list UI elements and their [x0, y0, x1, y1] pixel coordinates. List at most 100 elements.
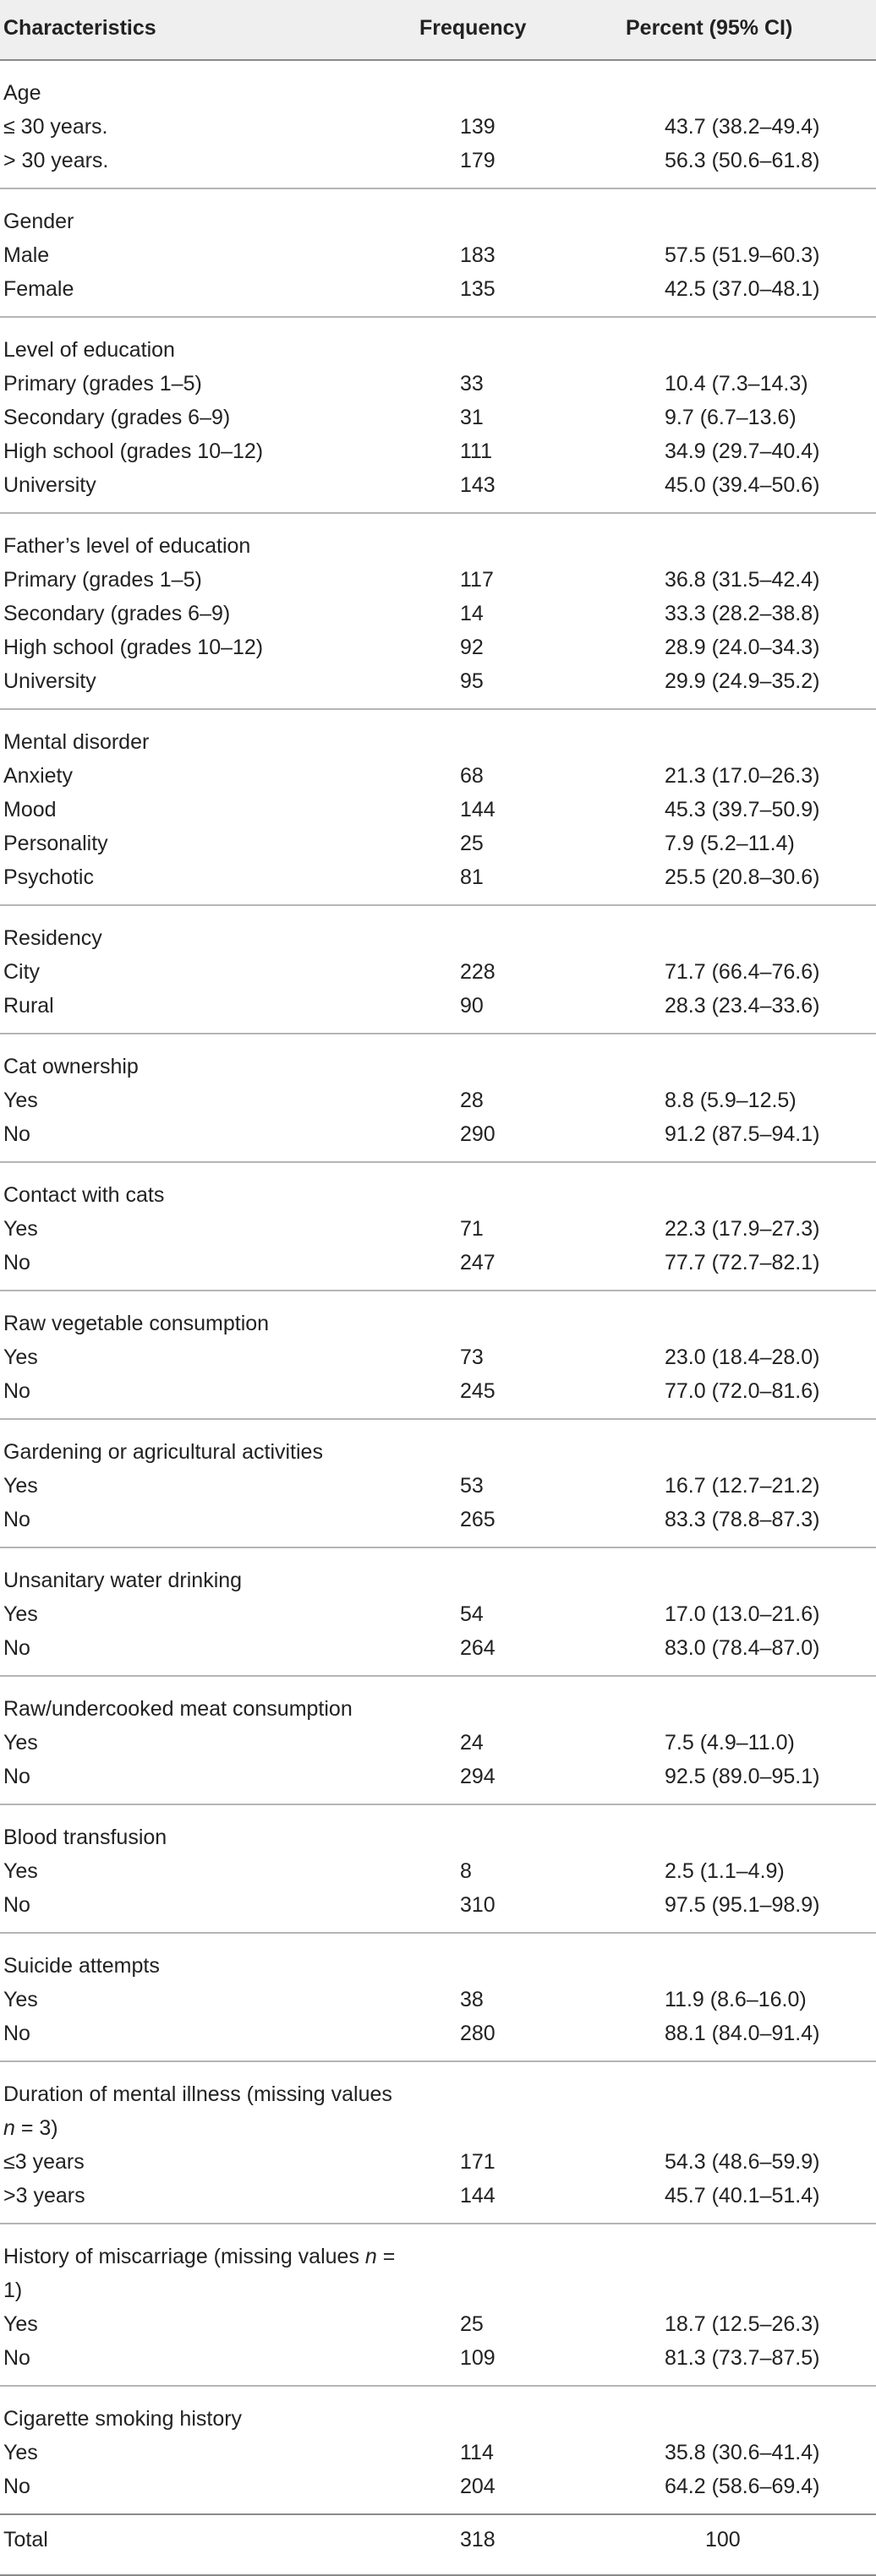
table-row: No 265 83.3 (78.8–87.3) [0, 1503, 876, 1536]
section-title: Mental disorder [3, 730, 150, 754]
table-section: History of miscarriage (missing values n… [0, 2224, 876, 2387]
row-label: Yes [3, 1731, 38, 1755]
row-percent: 45.3 (39.7–50.9) [665, 798, 820, 821]
row-percent: 88.1 (84.0–91.4) [665, 2022, 820, 2045]
table-row: No 245 77.0 (72.0–81.6) [0, 1374, 876, 1408]
row-frequency: 114 [460, 2441, 494, 2464]
section-title-row: History of miscarriage (missing values n… [0, 2240, 876, 2307]
table-row: Male 183 57.5 (51.9–60.3) [0, 238, 876, 272]
row-frequency: 68 [460, 764, 484, 788]
row-percent: 36.8 (31.5–42.4) [665, 568, 820, 592]
row-label: No [3, 2022, 30, 2045]
row-percent: 7.9 (5.2–11.4) [665, 832, 795, 855]
section-title-row: Raw vegetable consumption [0, 1307, 876, 1340]
table-section: Gender Male 183 57.5 (51.9–60.3) Female 135 42… [0, 189, 876, 318]
row-frequency: 144 [460, 798, 495, 821]
table-section: Raw vegetable consumption Yes 73 23.0 (18.4… [0, 1291, 876, 1420]
row-frequency: 143 [460, 473, 495, 497]
row-label: >3 years [3, 2184, 85, 2208]
row-frequency: 183 [460, 243, 495, 267]
table-section: Level of education Primary (grades 1–5) 33… [0, 318, 876, 514]
row-percent: 34.9 (29.7–40.4) [665, 439, 820, 463]
section-title-row: Age [0, 76, 876, 110]
table-row: University 143 45.0 (39.4–50.6) [0, 468, 876, 502]
row-frequency: 139 [460, 115, 495, 139]
section-title-row: Raw/undercooked meat consumption [0, 1692, 876, 1726]
table-section: Suicide attempts Yes 38 11.9 (8.6–16.0) No 28… [0, 1934, 876, 2062]
row-percent: 77.7 (72.7–82.1) [665, 1251, 820, 1274]
row-frequency: 111 [460, 439, 493, 463]
row-percent: 57.5 (51.9–60.3) [665, 243, 820, 267]
table-row: Yes 53 16.7 (12.7–21.2) [0, 1469, 876, 1503]
row-label: Yes [3, 2312, 38, 2336]
row-frequency: 265 [460, 1508, 495, 1531]
row-label: No [3, 1508, 30, 1531]
section-title-row: Blood transfusion [0, 1820, 876, 1854]
table-row: Secondary (grades 6–9) 31 9.7 (6.7–13.6) [0, 401, 876, 434]
row-label: Primary (grades 1–5) [3, 568, 202, 592]
row-frequency: 179 [460, 149, 495, 172]
row-percent: 45.7 (40.1–51.4) [665, 2184, 820, 2208]
row-label: Yes [3, 1474, 38, 1498]
section-title: Father’s level of education [3, 534, 251, 558]
total-row: Total 318 100 [0, 2515, 876, 2576]
row-frequency: 31 [460, 406, 484, 429]
row-label: Secondary (grades 6–9) [3, 602, 231, 625]
table-row: >3 years 144 45.7 (40.1–51.4) [0, 2179, 876, 2213]
section-title-row: Gender [0, 205, 876, 238]
header-percent: Percent (95% CI) [626, 16, 793, 40]
row-percent: 35.8 (30.6–41.4) [665, 2441, 820, 2464]
row-frequency: 71 [460, 1217, 484, 1241]
row-percent: 33.3 (28.2–38.8) [665, 602, 820, 625]
table-section: Raw/undercooked meat consumption Yes 24 7.5… [0, 1677, 876, 1805]
row-percent: 56.3 (50.6–61.8) [665, 149, 820, 172]
table-section: Age ≤ 30 years. 139 43.7 (38.2–49.4) > 30 ye… [0, 61, 876, 189]
row-label: Yes [3, 1602, 38, 1626]
section-title: Residency [3, 926, 102, 950]
row-frequency: 245 [460, 1379, 495, 1403]
table-row: ≤ 30 years. 139 43.7 (38.2–49.4) [0, 110, 876, 144]
row-label: No [3, 1893, 30, 1917]
row-frequency: 25 [460, 2312, 484, 2336]
row-percent: 2.5 (1.1–4.9) [665, 1859, 785, 1883]
section-title-row: Cat ownership [0, 1050, 876, 1083]
row-label: No [3, 1122, 30, 1146]
table-section: Unsanitary water drinking Yes 54 17.0 (13.0… [0, 1548, 876, 1677]
row-frequency: 25 [460, 832, 484, 855]
section-title: History of miscarriage (missing values n… [3, 2245, 396, 2302]
row-label: University [3, 473, 96, 497]
row-frequency: 53 [460, 1474, 484, 1498]
row-frequency: 264 [460, 1636, 495, 1660]
table-section: Blood transfusion Yes 8 2.5 (1.1–4.9) No 310 9… [0, 1805, 876, 1934]
row-frequency: 144 [460, 2184, 495, 2208]
row-percent: 7.5 (4.9–11.0) [665, 1731, 795, 1755]
row-label: Yes [3, 1345, 38, 1369]
section-title-row: Unsanitary water drinking [0, 1564, 876, 1597]
row-frequency: 14 [460, 602, 484, 625]
row-label: Anxiety [3, 764, 73, 788]
table-section: Duration of mental illness (missing valu… [0, 2062, 876, 2224]
table-row: Yes 25 18.7 (12.5–26.3) [0, 2307, 876, 2341]
row-label: No [3, 2475, 30, 2498]
section-title: Cat ownership [3, 1055, 139, 1078]
row-label: Primary (grades 1–5) [3, 372, 202, 396]
row-percent: 23.0 (18.4–28.0) [665, 1345, 820, 1369]
table-row: High school (grades 10–12) 92 28.9 (24.0–3… [0, 630, 876, 664]
row-label: ≤3 years [3, 2150, 85, 2174]
row-percent: 83.0 (78.4–87.0) [665, 1636, 820, 1660]
table-row: No 310 97.5 (95.1–98.9) [0, 1888, 876, 1922]
table-row: Mood 144 45.3 (39.7–50.9) [0, 793, 876, 827]
row-frequency: 38 [460, 1988, 484, 2011]
table-row: ≤3 years 171 54.3 (48.6–59.9) [0, 2145, 876, 2179]
row-label: Yes [3, 2441, 38, 2464]
row-label: City [3, 960, 41, 984]
section-title-row: Father’s level of education [0, 529, 876, 563]
table-section: Residency City 228 71.7 (66.4–76.6) Rural 90 2… [0, 906, 876, 1034]
row-percent: 81.3 (73.7–87.5) [665, 2346, 820, 2370]
table-section: Cat ownership Yes 28 8.8 (5.9–12.5) No 290 91.… [0, 1034, 876, 1163]
total-percent: 100 [705, 2528, 741, 2551]
table-row: University 95 29.9 (24.9–35.2) [0, 664, 876, 698]
row-label: > 30 years. [3, 149, 109, 172]
section-title-row: Gardening or agricultural activities [0, 1435, 876, 1469]
